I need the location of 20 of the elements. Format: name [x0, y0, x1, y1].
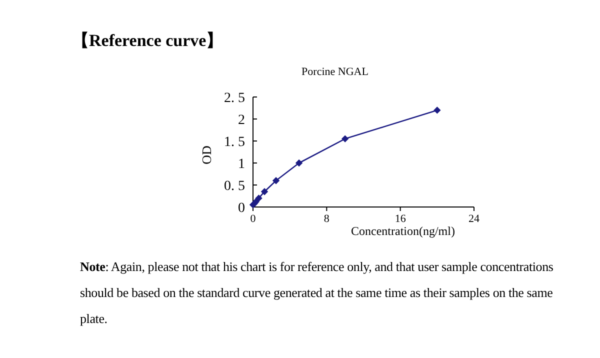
ylabel: OD	[199, 146, 214, 164]
x-tick-label: 0	[250, 213, 256, 225]
text: Note: Again, please not that his chart is for reference only, and that user sample concentrations should be based on the standard curve generated at the same time as their samples on the same plate.	[80, 259, 554, 326]
point	[272, 177, 280, 184]
subtitle: Porcine NGAL	[302, 66, 368, 78]
x-tick-label: 24	[468, 213, 480, 225]
y-tick-label: 2. 5	[224, 91, 245, 106]
title: 【Reference curve】	[72, 31, 224, 50]
point	[255, 194, 262, 202]
xlabel: Concentration(ng/ml)	[351, 224, 455, 238]
point	[434, 106, 441, 114]
point	[260, 188, 268, 196]
point	[295, 159, 303, 167]
y-tick-label: 1. 5	[224, 135, 245, 150]
x-tick-label: 8	[324, 213, 330, 225]
point	[341, 135, 349, 142]
y-tick-label: 1	[238, 157, 245, 172]
y-tick-label: 2	[238, 113, 245, 128]
x-tick-label: 16	[394, 213, 406, 225]
y-tick-label: 0. 5	[224, 179, 245, 194]
